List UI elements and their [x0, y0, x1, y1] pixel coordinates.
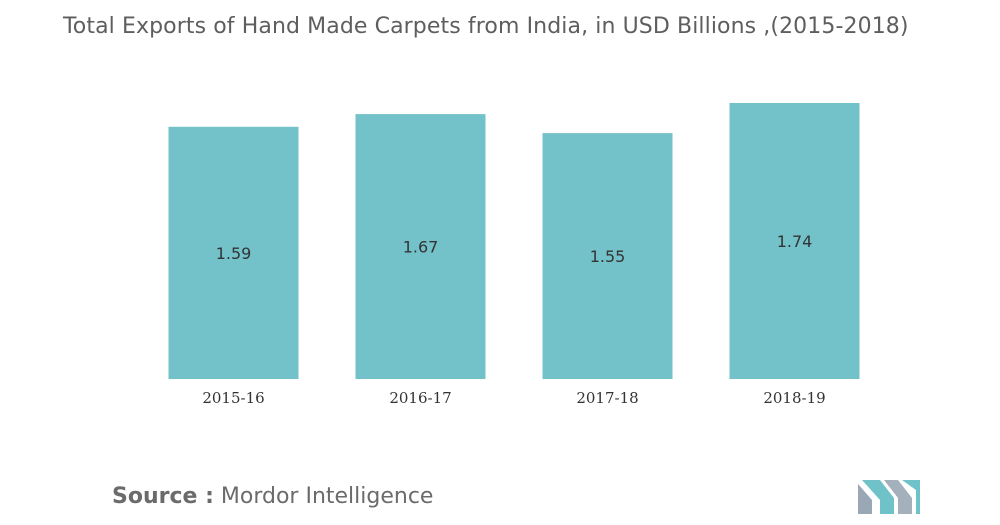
mordor-intelligence-logo-icon [858, 480, 920, 514]
x-tick-label-2016-17: 2016-17 [389, 389, 451, 407]
source-value: Mordor Intelligence [220, 484, 434, 509]
data-label-2015-16: 1.59 [216, 244, 252, 263]
source-label: Source : [112, 484, 214, 509]
chart-title: Total Exports of Hand Made Carpets from … [63, 14, 909, 39]
bars-group [168, 103, 860, 379]
source-note: Source : Mordor Intelligence [112, 484, 433, 509]
x-tick-label-2018-19: 2018-19 [763, 389, 825, 407]
data-label-2016-17: 1.67 [403, 238, 439, 257]
bar-chart: 1.59 1.67 1.551.74 2015-16 2016-17 2017-18 20… [168, 103, 860, 407]
data-label-2017-18: 1.55 [590, 247, 626, 266]
bar-2018-19 [729, 103, 860, 379]
data-labels-group: 1.59 1.67 1.55 1.74 [216, 232, 813, 266]
x-tick-label-2017-18: 2017-18 [576, 389, 638, 407]
bar-2017-18 [542, 133, 673, 379]
x-tick-label-2015-16: 2015-16 [202, 389, 264, 407]
bar-2016-17 [355, 114, 486, 379]
data-label-2018-19: 1.74 [777, 232, 813, 251]
bar-2015-16 [168, 126, 299, 379]
x-axis-tick-labels: 2015-16 2016-17 2017-18 2018-19 [202, 389, 825, 407]
